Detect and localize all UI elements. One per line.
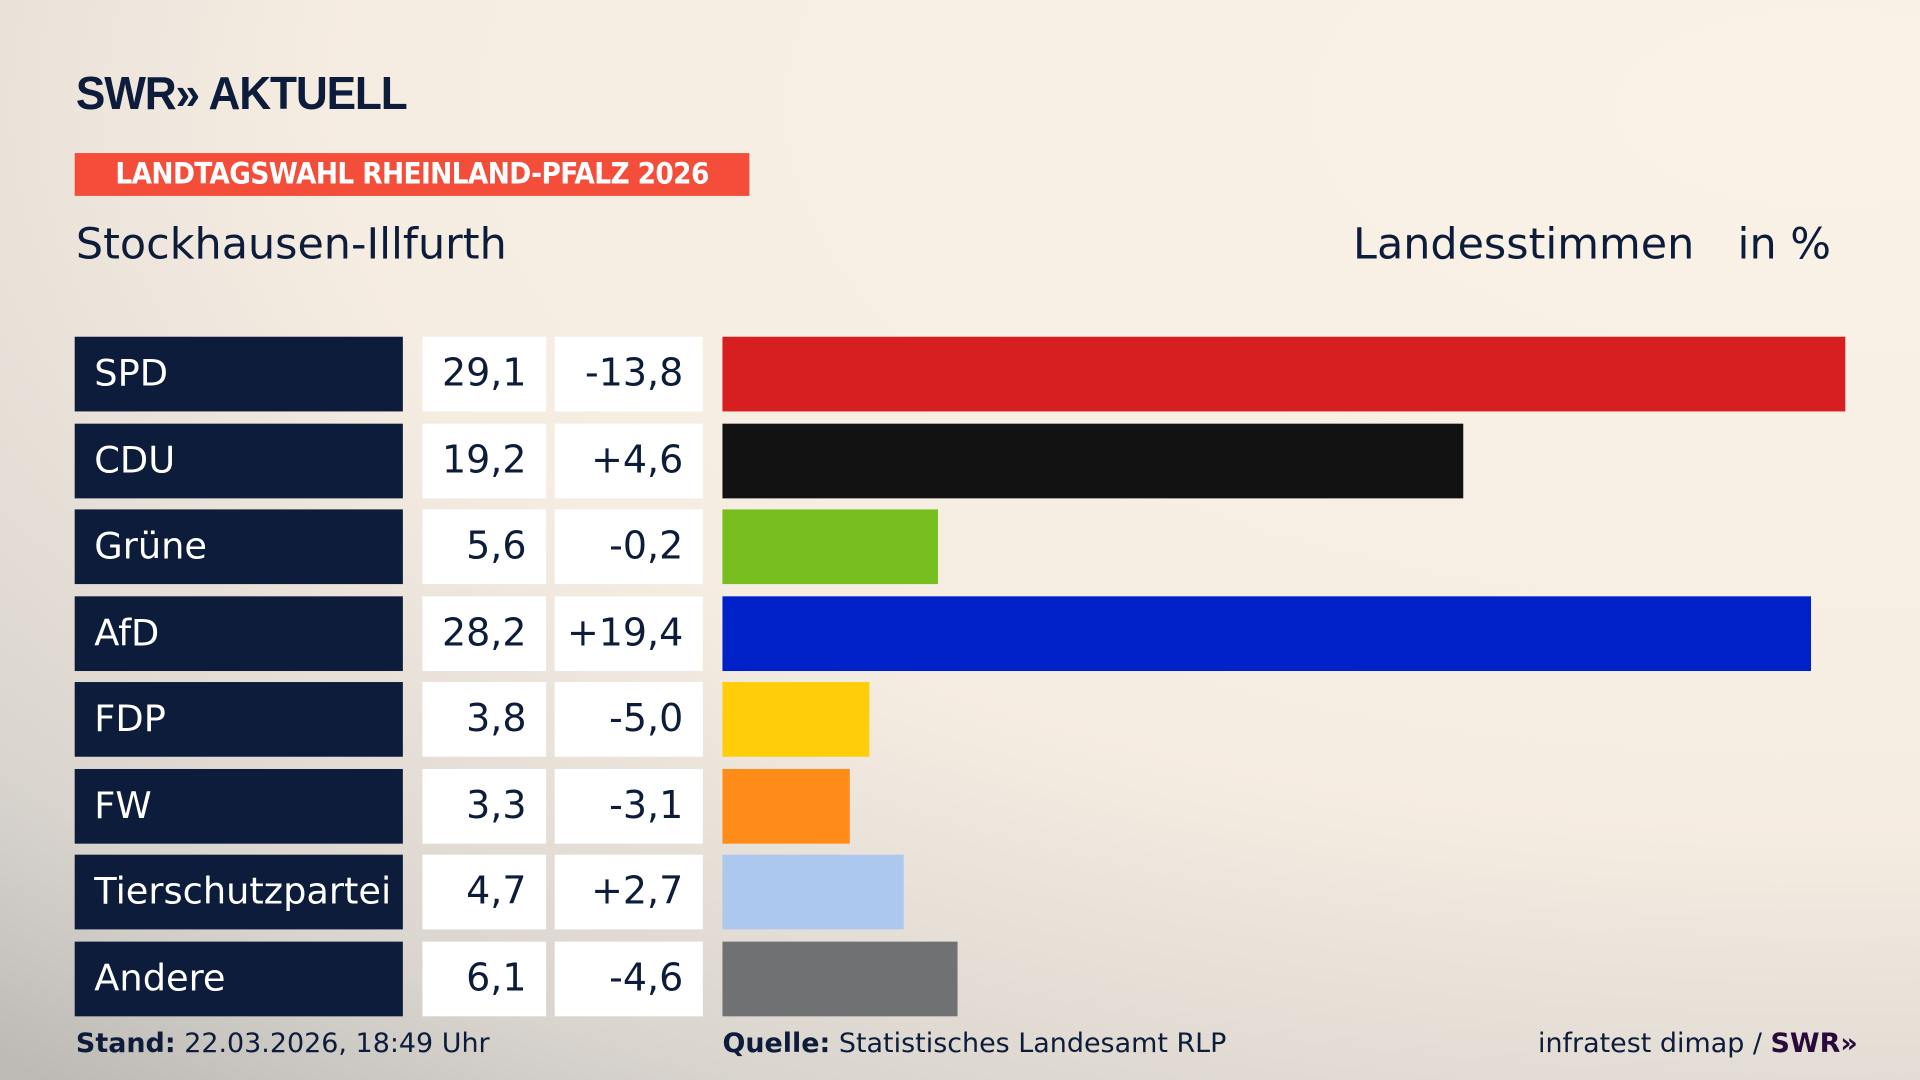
source-label: Quelle: bbox=[722, 1028, 831, 1060]
party-label: SPD bbox=[74, 336, 403, 412]
party-label: Tierschutzpartei bbox=[74, 854, 403, 930]
bar-andere bbox=[722, 941, 958, 1016]
swr-logo-small: SWR» bbox=[1770, 1028, 1858, 1060]
vote-change: -0,2 bbox=[554, 509, 703, 585]
vote-share: 19,2 bbox=[422, 423, 547, 498]
vote-change: +19,4 bbox=[554, 595, 703, 671]
party-label: FW bbox=[74, 768, 403, 844]
swr-aktuell-logo: SWR» AKTUELL bbox=[75, 68, 408, 121]
metric-label: Landesstimmen bbox=[1353, 220, 1695, 270]
credit: infratest dimap / SWR» bbox=[1538, 1029, 1858, 1060]
bar-afd bbox=[722, 595, 1811, 671]
stand-label: Stand: bbox=[75, 1028, 176, 1060]
party-label: FDP bbox=[74, 682, 403, 757]
bar-fdp bbox=[722, 682, 870, 757]
region-title: Stockhausen-Illfurth bbox=[75, 220, 507, 270]
vote-change: -5,0 bbox=[554, 682, 703, 757]
vote-change: -13,8 bbox=[554, 336, 703, 412]
party-label: AfD bbox=[74, 595, 403, 671]
bar-spd bbox=[722, 336, 1846, 412]
result-row: SPD 29,1 -13,8 bbox=[0, 336, 1920, 412]
vote-share: 29,1 bbox=[422, 336, 547, 412]
vote-share: 6,1 bbox=[422, 941, 547, 1016]
stand-value: 22.03.2026, 18:49 Uhr bbox=[184, 1028, 490, 1060]
source-value: Statistisches Landesamt RLP bbox=[838, 1028, 1227, 1060]
vote-change: +2,7 bbox=[554, 854, 703, 930]
unit-label: in % bbox=[1737, 220, 1831, 270]
credit-text: infratest dimap / bbox=[1537, 1028, 1771, 1060]
vote-share: 3,3 bbox=[422, 768, 547, 844]
result-row: Tierschutzpartei 4,7 +2,7 bbox=[0, 854, 1920, 930]
result-row: FDP 3,8 -5,0 bbox=[0, 682, 1920, 757]
result-row: FW 3,3 -3,1 bbox=[0, 768, 1920, 844]
vote-change: -4,6 bbox=[554, 941, 703, 1016]
bar-cdu bbox=[722, 423, 1464, 498]
bar-fw bbox=[722, 768, 850, 844]
party-label: Andere bbox=[74, 941, 403, 1016]
vote-share: 3,8 bbox=[422, 682, 547, 757]
result-row: Andere 6,1 -4,6 bbox=[0, 941, 1920, 1016]
vote-share: 28,2 bbox=[422, 595, 547, 671]
party-label: CDU bbox=[74, 423, 403, 498]
timestamp: Stand: 22.03.2026, 18:49 Uhr bbox=[76, 1029, 490, 1060]
party-label: Grüne bbox=[74, 509, 403, 585]
vote-change: -3,1 bbox=[554, 768, 703, 844]
bar-tierschutzpartei bbox=[722, 854, 904, 930]
source: Quelle: Statistisches Landesamt RLP bbox=[722, 1029, 1226, 1060]
result-row: AfD 28,2 +19,4 bbox=[0, 595, 1920, 671]
bar-grüne bbox=[722, 509, 939, 585]
result-row: Grüne 5,6 -0,2 bbox=[0, 509, 1920, 585]
election-badge: LANDTAGSWAHL RHEINLAND-PFALZ 2026 bbox=[74, 153, 750, 196]
vote-change: +4,6 bbox=[554, 423, 703, 498]
result-row: CDU 19,2 +4,6 bbox=[0, 423, 1920, 498]
vote-share: 4,7 bbox=[422, 854, 547, 930]
vote-share: 5,6 bbox=[422, 509, 547, 585]
